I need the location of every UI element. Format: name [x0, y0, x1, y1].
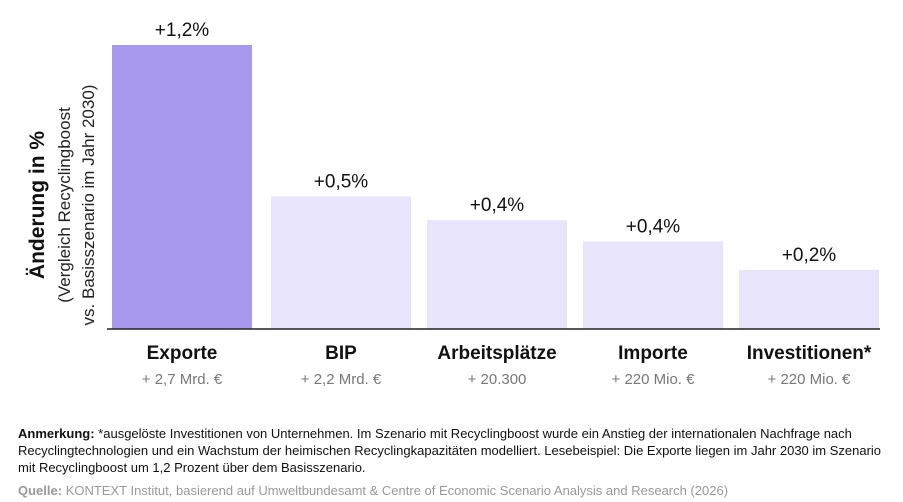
value-label: +1,2%	[155, 20, 210, 41]
value-label: +0,4%	[626, 216, 681, 237]
note-text: *ausgelöste Investitionen von Unternehme…	[18, 426, 882, 475]
category-label: Investitionen*	[747, 343, 872, 364]
value-label: +0,4%	[470, 195, 525, 216]
category-sub-label: + 220 Mio. €	[768, 371, 852, 388]
category-sub-label: + 220 Mio. €	[612, 371, 696, 388]
chart-source: Quelle: KONTEXT Institut, basierend auf …	[18, 483, 728, 498]
category-label: BIP	[325, 343, 357, 364]
y-axis-title-main: Änderung in %	[26, 131, 49, 279]
y-axis-title: Änderung in % (Vergleich Recyclingboost …	[26, 85, 98, 326]
category-sub-label: + 20.300	[468, 371, 527, 388]
y-axis-title-sub-1: (Vergleich Recyclingboost	[55, 107, 74, 303]
category-sub-label: + 2,7 Mrd. €	[142, 371, 223, 388]
bar-3	[583, 241, 723, 329]
source-text: KONTEXT Institut, basierend auf Umweltbu…	[62, 483, 729, 498]
source-label: Quelle:	[18, 483, 63, 498]
category-label: Importe	[618, 343, 688, 364]
category-label: Exporte	[147, 343, 218, 364]
bar-2	[427, 220, 567, 329]
note-label: Anmerkung:	[18, 426, 95, 441]
bar-chart: Änderung in % (Vergleich Recyclingboost …	[26, 20, 880, 388]
value-label: +0,5%	[314, 171, 369, 192]
category-sub-label: + 2,2 Mrd. €	[301, 371, 382, 388]
bar-1	[271, 196, 411, 329]
chart-note: Anmerkung: *ausgelöste Investitionen von…	[18, 425, 888, 476]
category-label: Arbeitsplätze	[437, 343, 556, 364]
y-axis-title-sub-2: vs. Basisszenario im Jahr 2030)	[79, 85, 98, 326]
value-label: +0,2%	[782, 245, 837, 266]
bar-0	[112, 45, 252, 329]
bar-4	[739, 269, 879, 329]
